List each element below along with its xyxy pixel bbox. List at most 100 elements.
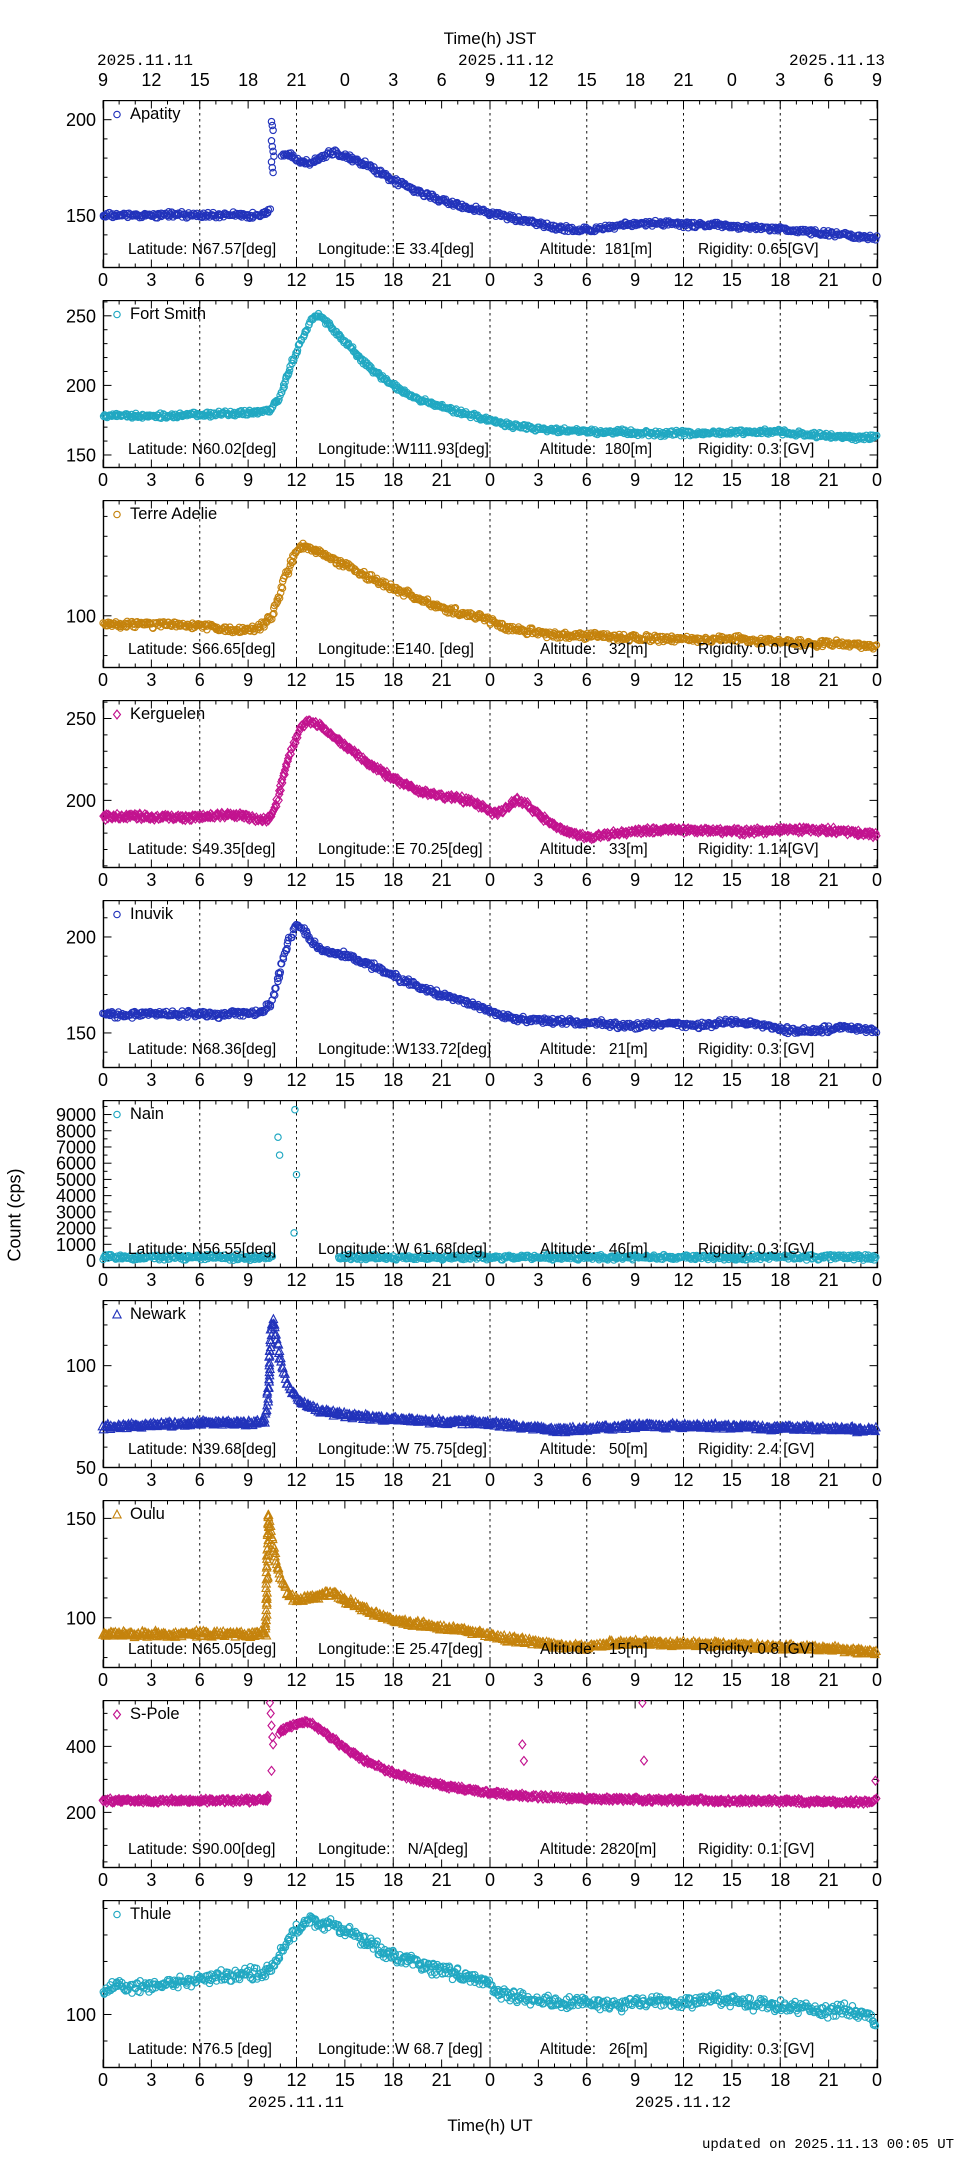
info-latitude: Latitude: N76.5 [deg] [128, 2041, 272, 2058]
y-tick-label: 3000 [56, 1202, 96, 1222]
info-latitude: Latitude: N67.57[deg] [128, 241, 277, 258]
info-latitude: Latitude: S49.35[deg] [128, 841, 276, 858]
x-tick-label: 3 [146, 470, 157, 490]
x-tick-label: 0 [97, 1870, 108, 1890]
x-tick-label: 6 [581, 1270, 592, 1290]
x-tick-label: 21 [818, 1470, 839, 1490]
x-tick-label: 12 [286, 270, 307, 290]
thule-series [99, 1912, 880, 2030]
x-tick-label: 15 [721, 2070, 742, 2090]
x-tick-label: 15 [334, 1070, 355, 1090]
x-tick-label: 21 [431, 870, 452, 890]
x-axis-tick-labels: 0 3 6 9 12 15 18 21 0 3 6 9 12 15 18 21 0 [0, 1270, 960, 1298]
jst-tick-label: 21 [286, 70, 307, 90]
jst-tick-label: 0 [726, 70, 737, 90]
x-tick-label: 3 [146, 2070, 157, 2090]
x-tick-label: 3 [146, 1070, 157, 1090]
x-axis-title: Time(h) UT [447, 2116, 533, 2135]
x-tick-label: 21 [818, 1670, 839, 1690]
x-tick-label: 21 [431, 1270, 452, 1290]
x-tick-label: 3 [146, 870, 157, 890]
x-tick-label: 21 [431, 1670, 452, 1690]
jst-tick-label: 6 [823, 70, 834, 90]
x-tick-label: 0 [871, 2070, 882, 2090]
x-tick-label: 18 [383, 1070, 404, 1090]
x-tick-label: 3 [533, 1470, 544, 1490]
x-tick-label: 3 [533, 1870, 544, 1890]
x-tick-label: 15 [721, 1270, 742, 1290]
station-label: Terre Adelie [130, 505, 218, 523]
y-tick-label: 400 [66, 1737, 96, 1757]
newark-plot: 50 100 [66, 1300, 881, 1478]
x-tick-label: 15 [721, 470, 742, 490]
x-axis-tick-labels: 0 3 6 9 12 15 18 21 0 3 6 9 12 15 18 21 0 [0, 2070, 960, 2098]
jst-tick-label: 3 [775, 70, 786, 90]
x-tick-label: 18 [383, 2070, 404, 2090]
x-tick-label: 18 [383, 1870, 404, 1890]
panel-nain: 0 1000 2000 3000 4000 5000 6000 7000 8000 9000 Na… [0, 1100, 960, 1300]
x-tick-label: 0 [97, 1270, 108, 1290]
x-tick-label: 9 [243, 2070, 254, 2090]
y-tick-label: 200 [66, 791, 96, 811]
x-axis-tick-labels: 0 3 6 9 12 15 18 21 0 3 6 9 12 15 18 21 0 [0, 1870, 960, 1898]
x-tick-label: 12 [673, 1870, 694, 1890]
y-tick-label: 4000 [56, 1186, 96, 1206]
thule-marker-icon [113, 1910, 121, 1919]
top-axis-title: Time(h) JST [443, 29, 537, 48]
x-tick-label: 3 [533, 2070, 544, 2090]
apatity-plot: 150 200 [66, 100, 881, 269]
y-tick-label: 100 [66, 606, 96, 626]
x-tick-label: 0 [484, 870, 495, 890]
x-tick-label: 21 [431, 2070, 452, 2090]
x-tick-label: 15 [721, 270, 742, 290]
x-tick-label: 12 [286, 2070, 307, 2090]
x-tick-label: 21 [431, 1870, 452, 1890]
newark-marker-icon [112, 1309, 122, 1319]
info-latitude: Latitude: S90.00[deg] [128, 1841, 276, 1858]
y-tick-label: 250 [66, 709, 96, 729]
x-axis-tick-labels: 0 3 6 9 12 15 18 21 0 3 6 9 12 15 18 21 0 [0, 1470, 960, 1498]
info-rigidity: Rigidity: 0.3 [GV] [698, 2041, 815, 2058]
terre-adelie-plot: 100 [66, 500, 881, 669]
x-tick-label: 9 [243, 1270, 254, 1290]
y-tick-label: 150 [66, 1023, 96, 1043]
x-tick-label: 0 [484, 1070, 495, 1090]
fort-smith-series [99, 309, 881, 444]
y-tick-label: 200 [66, 1803, 96, 1823]
x-tick-label: 0 [871, 1870, 882, 1890]
x-tick-label: 6 [194, 1270, 205, 1290]
y-tick-label: 0 [86, 1251, 96, 1271]
x-tick-label: 21 [818, 270, 839, 290]
x-tick-label: 18 [383, 1470, 404, 1490]
jst-tick-label: 12 [141, 70, 162, 90]
info-altitude: Altitude: 26[m] [540, 2041, 648, 2058]
x-tick-label: 3 [146, 1470, 157, 1490]
oulu-plot: 100 150 [66, 1500, 881, 1669]
y-tick-label: 100 [66, 2005, 96, 2025]
x-axis-tick-labels: 0 3 6 9 12 15 18 21 0 3 6 9 12 15 18 21 0 [0, 1670, 960, 1698]
x-tick-label: 15 [721, 670, 742, 690]
x-tick-label: 3 [146, 1870, 157, 1890]
station-label: Thule [130, 1905, 172, 1923]
x-axis-tick-labels: 0 3 6 9 12 15 18 21 0 3 6 9 12 15 18 21 0 [0, 470, 960, 498]
x-tick-label: 0 [97, 670, 108, 690]
x-tick-label: 18 [770, 470, 791, 490]
x-tick-label: 0 [484, 1670, 495, 1690]
info-longitude: Longitude: W 68.7 [deg] [318, 2041, 483, 2058]
info-altitude: Altitude: 2820[m] [540, 1841, 657, 1858]
x-tick-label: 15 [334, 670, 355, 690]
info-longitude: Longitude: E 70.25[deg] [318, 841, 483, 858]
x-tick-label: 15 [721, 1070, 742, 1090]
oulu-marker-icon [112, 1509, 122, 1519]
x-tick-label: 0 [484, 270, 495, 290]
info-rigidity: Rigidity: 0.3 [GV] [698, 441, 815, 458]
station-label: Kerguelen [130, 705, 206, 723]
x-tick-label: 12 [673, 270, 694, 290]
y-tick-label: 200 [66, 110, 96, 130]
x-tick-label: 6 [581, 1870, 592, 1890]
x-tick-label: 21 [818, 2070, 839, 2090]
y-tick-label: 100 [66, 1608, 96, 1628]
panel-s-pole: 200 400 S-Pole Latitude: S90.00[deg] Long… [0, 1700, 960, 1900]
x-tick-label: 9 [243, 1070, 254, 1090]
